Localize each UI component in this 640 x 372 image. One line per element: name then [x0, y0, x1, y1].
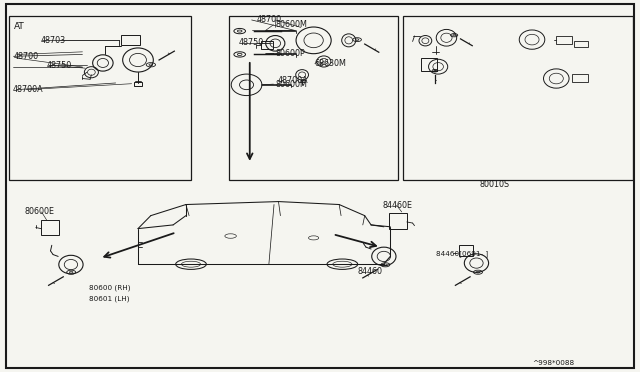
Bar [261, 41, 273, 49]
Text: 80600M: 80600M [275, 20, 307, 29]
Text: 80601 (LH): 80601 (LH) [89, 295, 129, 302]
Bar [41, 220, 59, 235]
Text: 48750: 48750 [238, 38, 264, 48]
Text: 80010S: 80010S [479, 180, 510, 189]
Bar [389, 213, 407, 229]
Text: 48750: 48750 [47, 61, 72, 70]
Bar [460, 245, 473, 256]
Bar [573, 41, 588, 46]
Text: AT: AT [13, 22, 24, 31]
Bar [421, 58, 437, 71]
Text: 80600E: 80600E [25, 208, 55, 217]
Bar [134, 82, 143, 86]
Text: 84460[0691- ]: 84460[0691- ] [436, 250, 488, 257]
Text: 84460E: 84460E [383, 201, 413, 210]
Text: 84460: 84460 [357, 267, 382, 276]
Bar [9, 16, 191, 180]
Text: 80600M: 80600M [275, 80, 307, 89]
Text: 48700A: 48700A [12, 85, 43, 94]
Bar [229, 16, 398, 180]
Text: 48700: 48700 [13, 52, 38, 61]
Text: 48700A: 48700A [278, 76, 308, 84]
Bar [556, 36, 572, 44]
Text: 48700: 48700 [256, 16, 281, 25]
Text: 48703: 48703 [41, 36, 66, 45]
Text: ^998*0088: ^998*0088 [532, 360, 574, 366]
Bar [121, 35, 140, 45]
Bar [403, 16, 633, 180]
Text: 80600 (RH): 80600 (RH) [89, 285, 131, 291]
Text: 68630M: 68630M [315, 59, 347, 68]
Bar [572, 74, 588, 82]
Text: 80600P: 80600P [275, 49, 305, 58]
